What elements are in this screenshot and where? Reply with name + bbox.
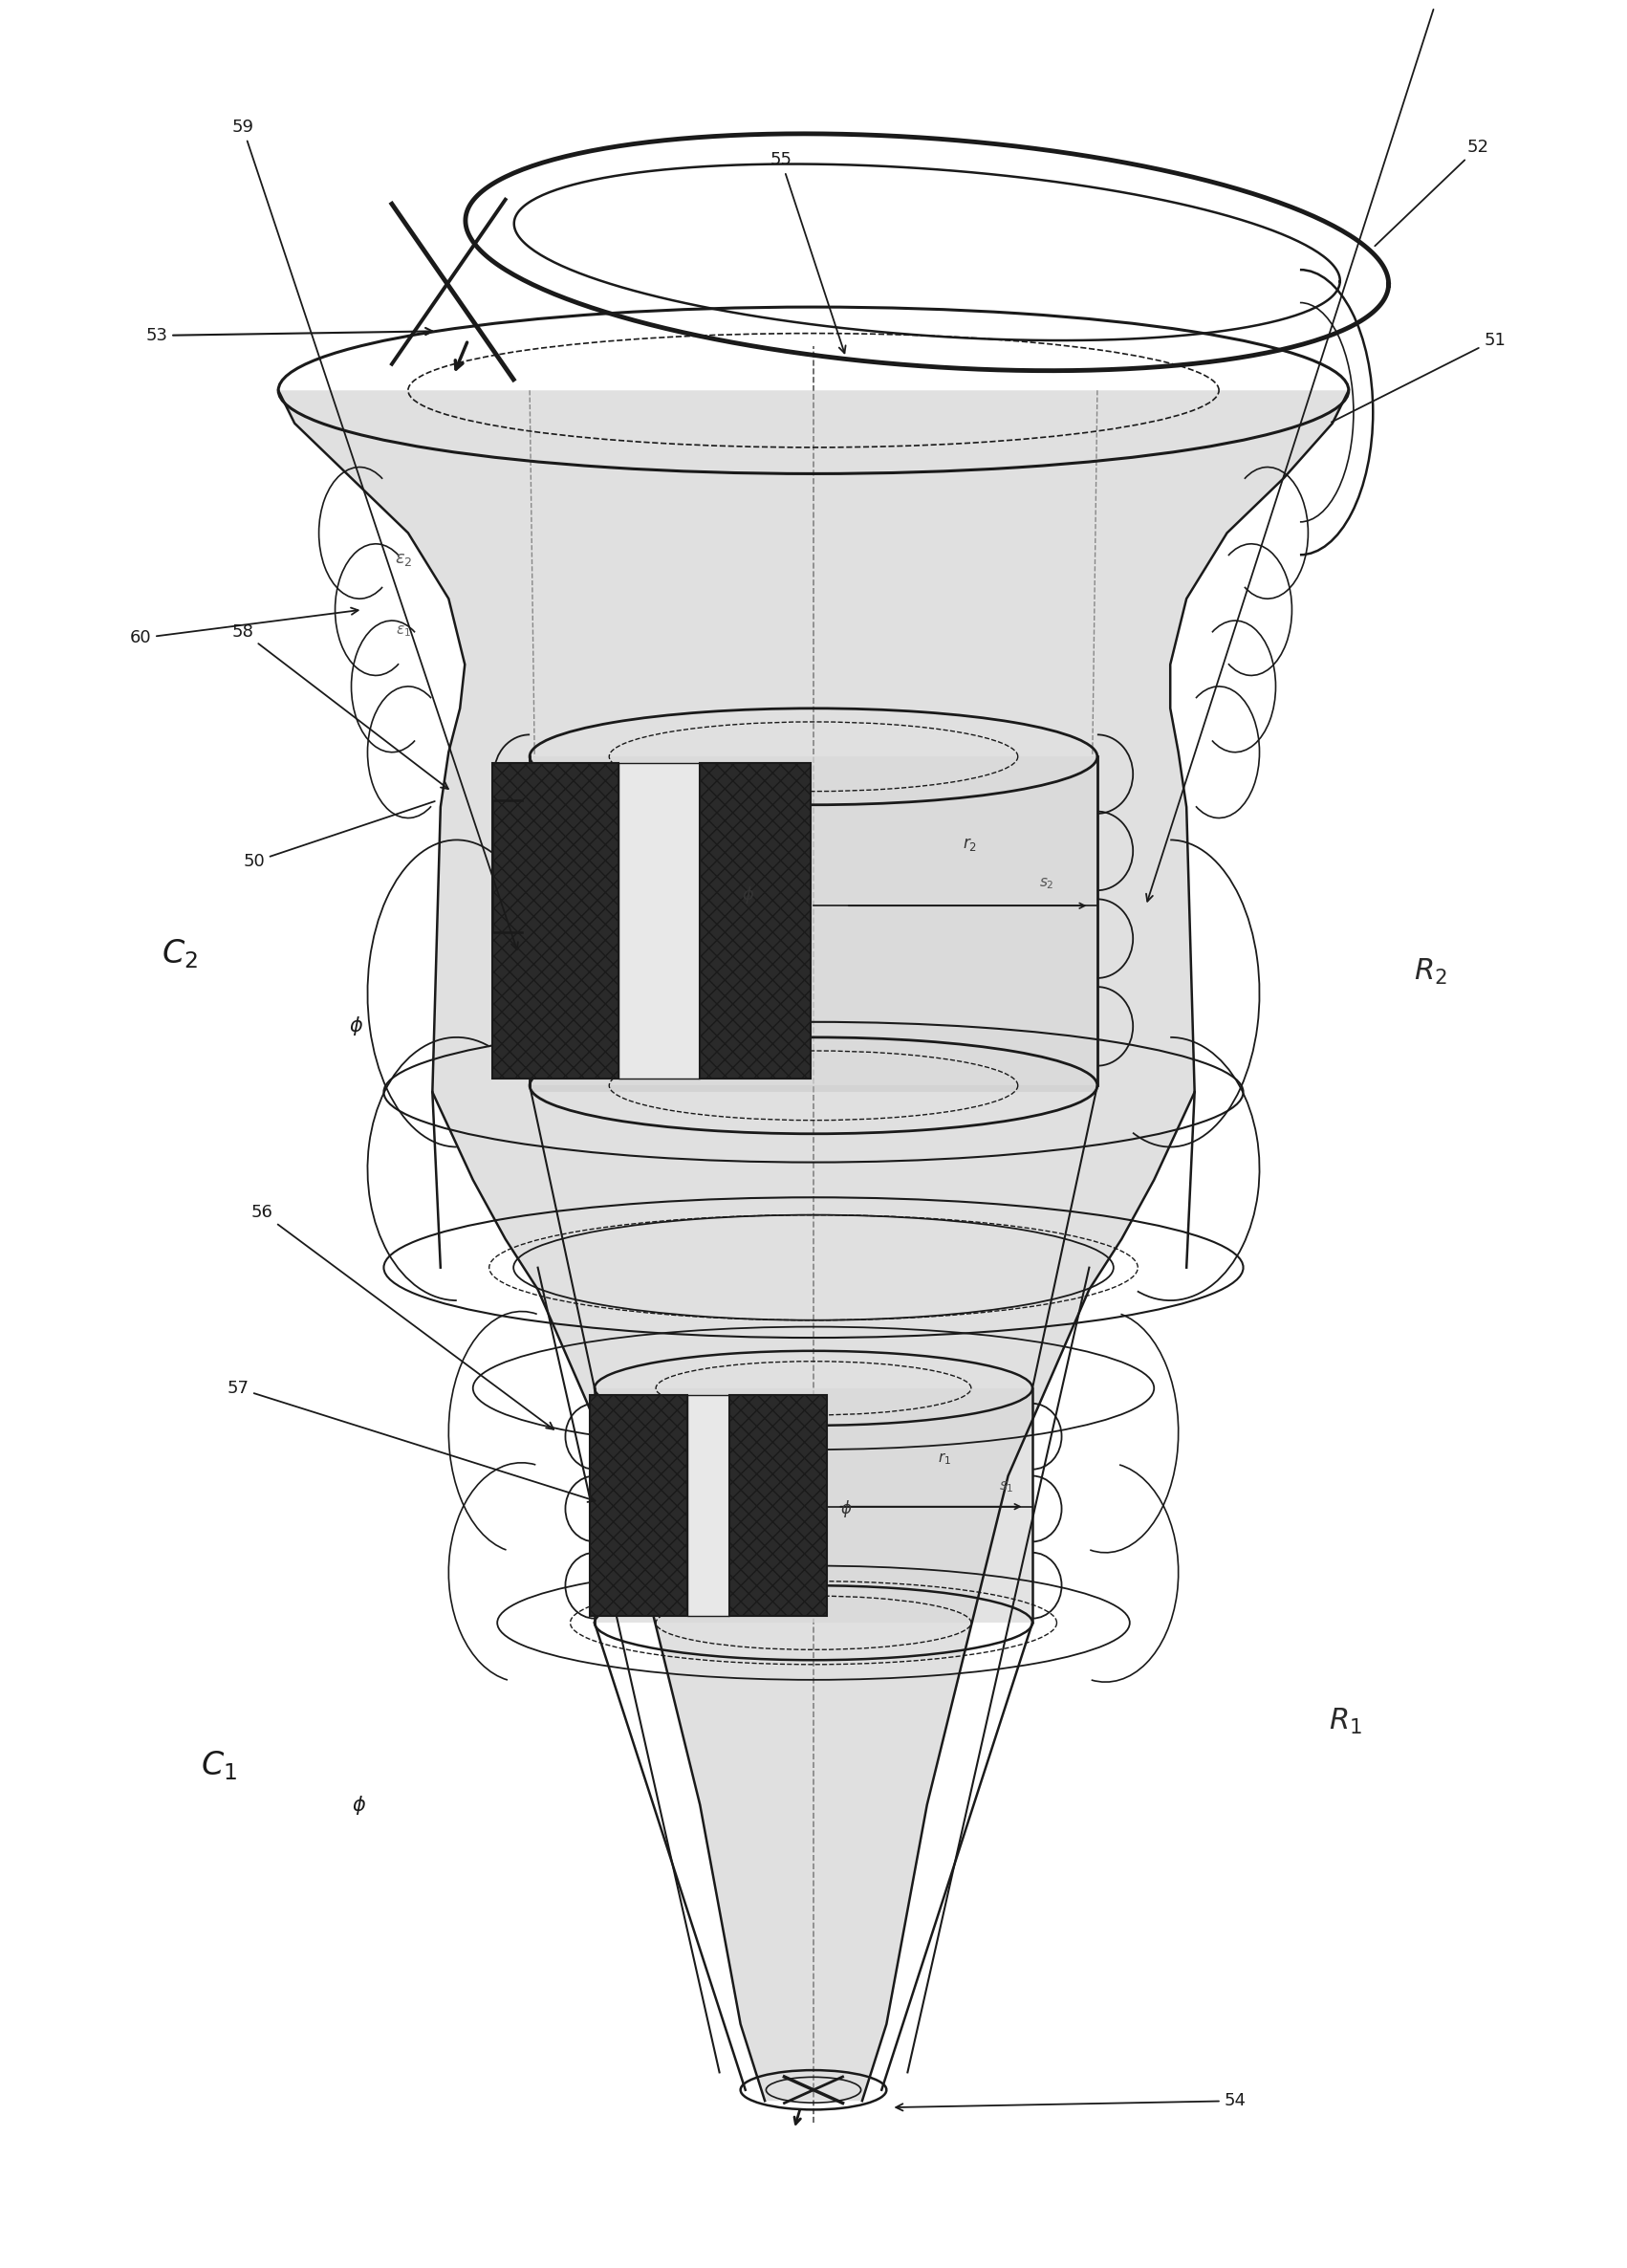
Text: $\varepsilon_2$: $\varepsilon_2$ <box>394 551 412 567</box>
Text: 56: 56 <box>251 1204 553 1429</box>
Text: 57: 57 <box>226 1379 595 1501</box>
Text: 60: 60 <box>130 608 358 646</box>
FancyBboxPatch shape <box>729 1395 827 1617</box>
Text: $\varepsilon_1$: $\varepsilon_1$ <box>395 624 412 640</box>
Text: 50: 50 <box>242 801 434 871</box>
Text: $\phi$: $\phi$ <box>348 1014 363 1039</box>
Text: 53: 53 <box>146 327 433 345</box>
Text: $r_2$: $r_2$ <box>963 835 976 853</box>
Text: $r_1$: $r_1$ <box>939 1449 952 1467</box>
Text: $\phi$: $\phi$ <box>742 885 755 905</box>
Polygon shape <box>530 1086 1097 1093</box>
Text: $R_1$: $R_1$ <box>1329 1706 1362 1737</box>
Text: $\phi$: $\phi$ <box>351 1794 366 1817</box>
FancyBboxPatch shape <box>700 762 810 1080</box>
Text: $R_2$: $R_2$ <box>1414 957 1446 987</box>
Text: 58: 58 <box>231 624 447 789</box>
Polygon shape <box>530 758 1097 1086</box>
Text: $s_2$: $s_2$ <box>1038 875 1054 891</box>
FancyBboxPatch shape <box>687 1395 729 1617</box>
Text: 52: 52 <box>1375 138 1489 245</box>
Text: $\phi$: $\phi$ <box>840 1499 853 1520</box>
FancyBboxPatch shape <box>493 762 618 1080</box>
Polygon shape <box>594 1388 1033 1624</box>
Text: 59: 59 <box>231 118 517 950</box>
FancyBboxPatch shape <box>589 1395 687 1617</box>
Text: $C_1$: $C_1$ <box>200 1749 238 1783</box>
Text: 51: 51 <box>1331 331 1505 422</box>
Text: $s_1$: $s_1$ <box>999 1479 1014 1495</box>
FancyBboxPatch shape <box>618 762 700 1080</box>
Text: 55: 55 <box>770 152 846 354</box>
Text: 500: 500 <box>1145 0 1455 900</box>
Polygon shape <box>278 390 1349 2100</box>
Text: $C_2$: $C_2$ <box>161 937 198 971</box>
Text: 54: 54 <box>896 2093 1246 2112</box>
